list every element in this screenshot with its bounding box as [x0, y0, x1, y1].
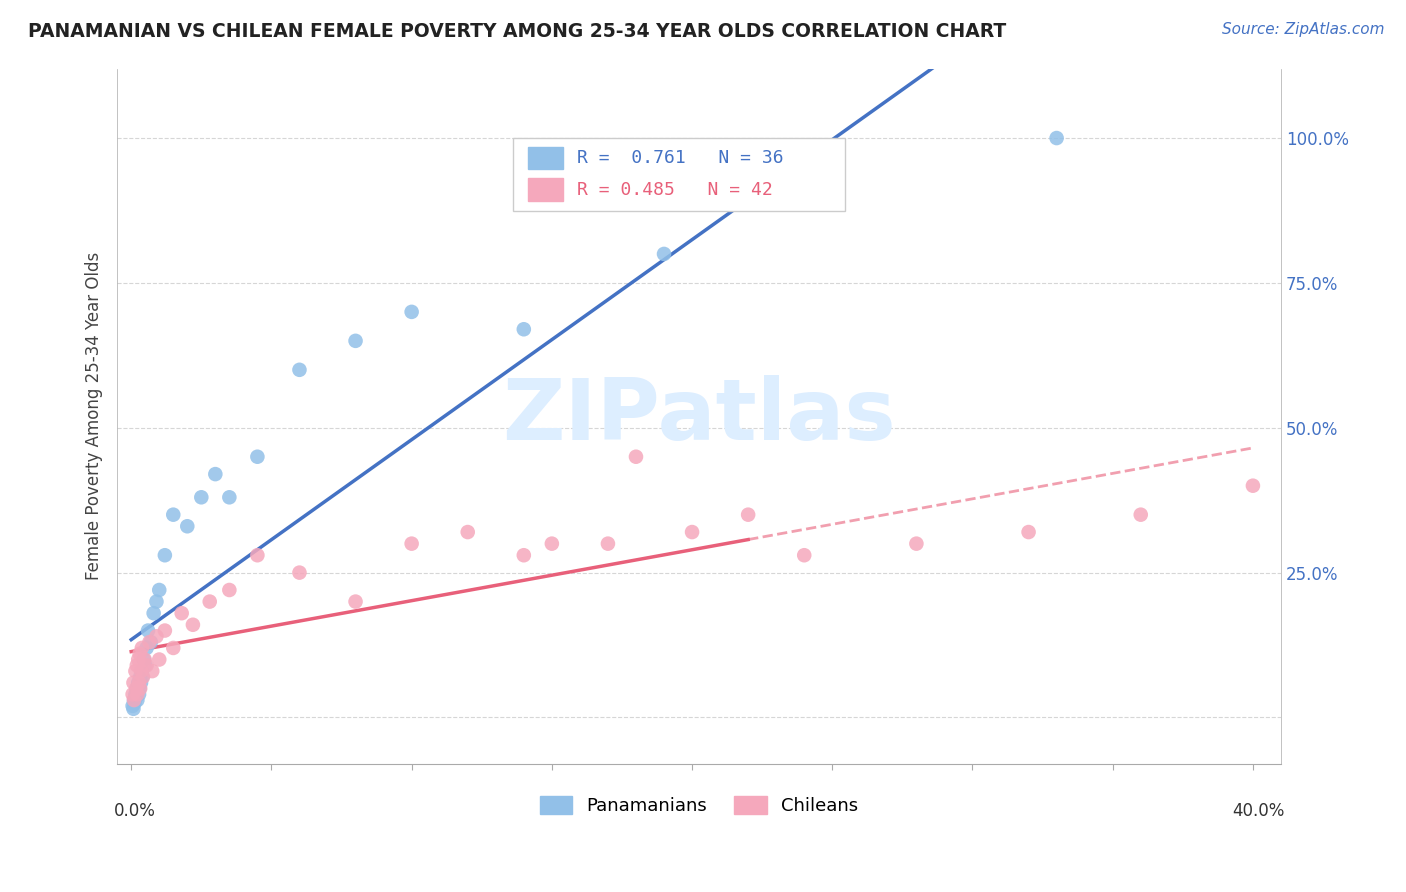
Point — [125, 690, 148, 705]
Point — [148, 582, 170, 597]
Text: ZIPatlas: ZIPatlas — [502, 375, 896, 458]
Point — [513, 322, 536, 336]
Point — [127, 652, 149, 666]
Point — [288, 363, 311, 377]
Point — [170, 606, 193, 620]
Point — [540, 536, 562, 550]
Bar — [529, 147, 562, 169]
Point — [131, 664, 153, 678]
Point — [145, 629, 167, 643]
Point — [401, 536, 423, 550]
Point — [141, 664, 163, 678]
Point — [457, 524, 479, 539]
Point — [134, 652, 156, 666]
Point — [513, 548, 536, 562]
Point — [129, 681, 152, 696]
Point — [162, 640, 184, 655]
Point — [128, 687, 150, 701]
Point — [125, 681, 148, 696]
Point — [1129, 508, 1152, 522]
Text: R =  0.761   N = 36: R = 0.761 N = 36 — [576, 149, 783, 167]
Point — [135, 658, 157, 673]
Point — [198, 594, 221, 608]
Point — [132, 652, 155, 666]
Point — [344, 594, 367, 608]
Point — [129, 670, 152, 684]
Point — [125, 658, 148, 673]
Point — [121, 687, 143, 701]
Point — [125, 681, 148, 696]
Point — [401, 305, 423, 319]
FancyBboxPatch shape — [513, 138, 845, 211]
Point — [145, 594, 167, 608]
Point — [905, 536, 928, 550]
Point — [131, 640, 153, 655]
Point — [218, 582, 240, 597]
Point — [131, 670, 153, 684]
Point — [624, 450, 647, 464]
Point — [124, 687, 146, 701]
Point — [128, 675, 150, 690]
Point — [138, 635, 160, 649]
Legend: Panamanians, Chileans: Panamanians, Chileans — [530, 787, 868, 824]
Point — [129, 675, 152, 690]
Point — [127, 687, 149, 701]
Point — [139, 635, 162, 649]
Point — [162, 508, 184, 522]
Point — [135, 640, 157, 655]
Point — [176, 519, 198, 533]
Point — [122, 693, 145, 707]
Text: R = 0.485   N = 42: R = 0.485 N = 42 — [576, 181, 773, 199]
Point — [127, 693, 149, 707]
Point — [122, 675, 145, 690]
Point — [132, 670, 155, 684]
Point — [124, 664, 146, 678]
Point — [652, 247, 675, 261]
Point — [204, 467, 226, 482]
Text: Source: ZipAtlas.com: Source: ZipAtlas.com — [1222, 22, 1385, 37]
Point — [122, 693, 145, 707]
Text: 40.0%: 40.0% — [1232, 802, 1285, 820]
Text: 0.0%: 0.0% — [114, 802, 156, 820]
Point — [793, 548, 815, 562]
Point — [246, 450, 269, 464]
Point — [153, 624, 176, 638]
Point — [1241, 479, 1264, 493]
Point — [136, 624, 159, 638]
Point — [681, 524, 703, 539]
Point — [121, 698, 143, 713]
Point — [218, 491, 240, 505]
Point — [148, 652, 170, 666]
Point — [1018, 524, 1040, 539]
Point — [129, 664, 152, 678]
Bar — [529, 178, 562, 201]
Y-axis label: Female Poverty Among 25-34 Year Olds: Female Poverty Among 25-34 Year Olds — [86, 252, 103, 581]
Point — [190, 491, 212, 505]
Point — [737, 508, 759, 522]
Point — [124, 696, 146, 710]
Text: PANAMANIAN VS CHILEAN FEMALE POVERTY AMONG 25-34 YEAR OLDS CORRELATION CHART: PANAMANIAN VS CHILEAN FEMALE POVERTY AMO… — [28, 22, 1007, 41]
Point — [142, 606, 165, 620]
Point — [596, 536, 619, 550]
Point — [128, 681, 150, 696]
Point — [181, 617, 204, 632]
Point — [153, 548, 176, 562]
Point — [127, 675, 149, 690]
Point — [344, 334, 367, 348]
Point — [246, 548, 269, 562]
Point — [288, 566, 311, 580]
Point — [122, 702, 145, 716]
Point — [134, 658, 156, 673]
Point — [1046, 131, 1069, 145]
Point — [128, 647, 150, 661]
